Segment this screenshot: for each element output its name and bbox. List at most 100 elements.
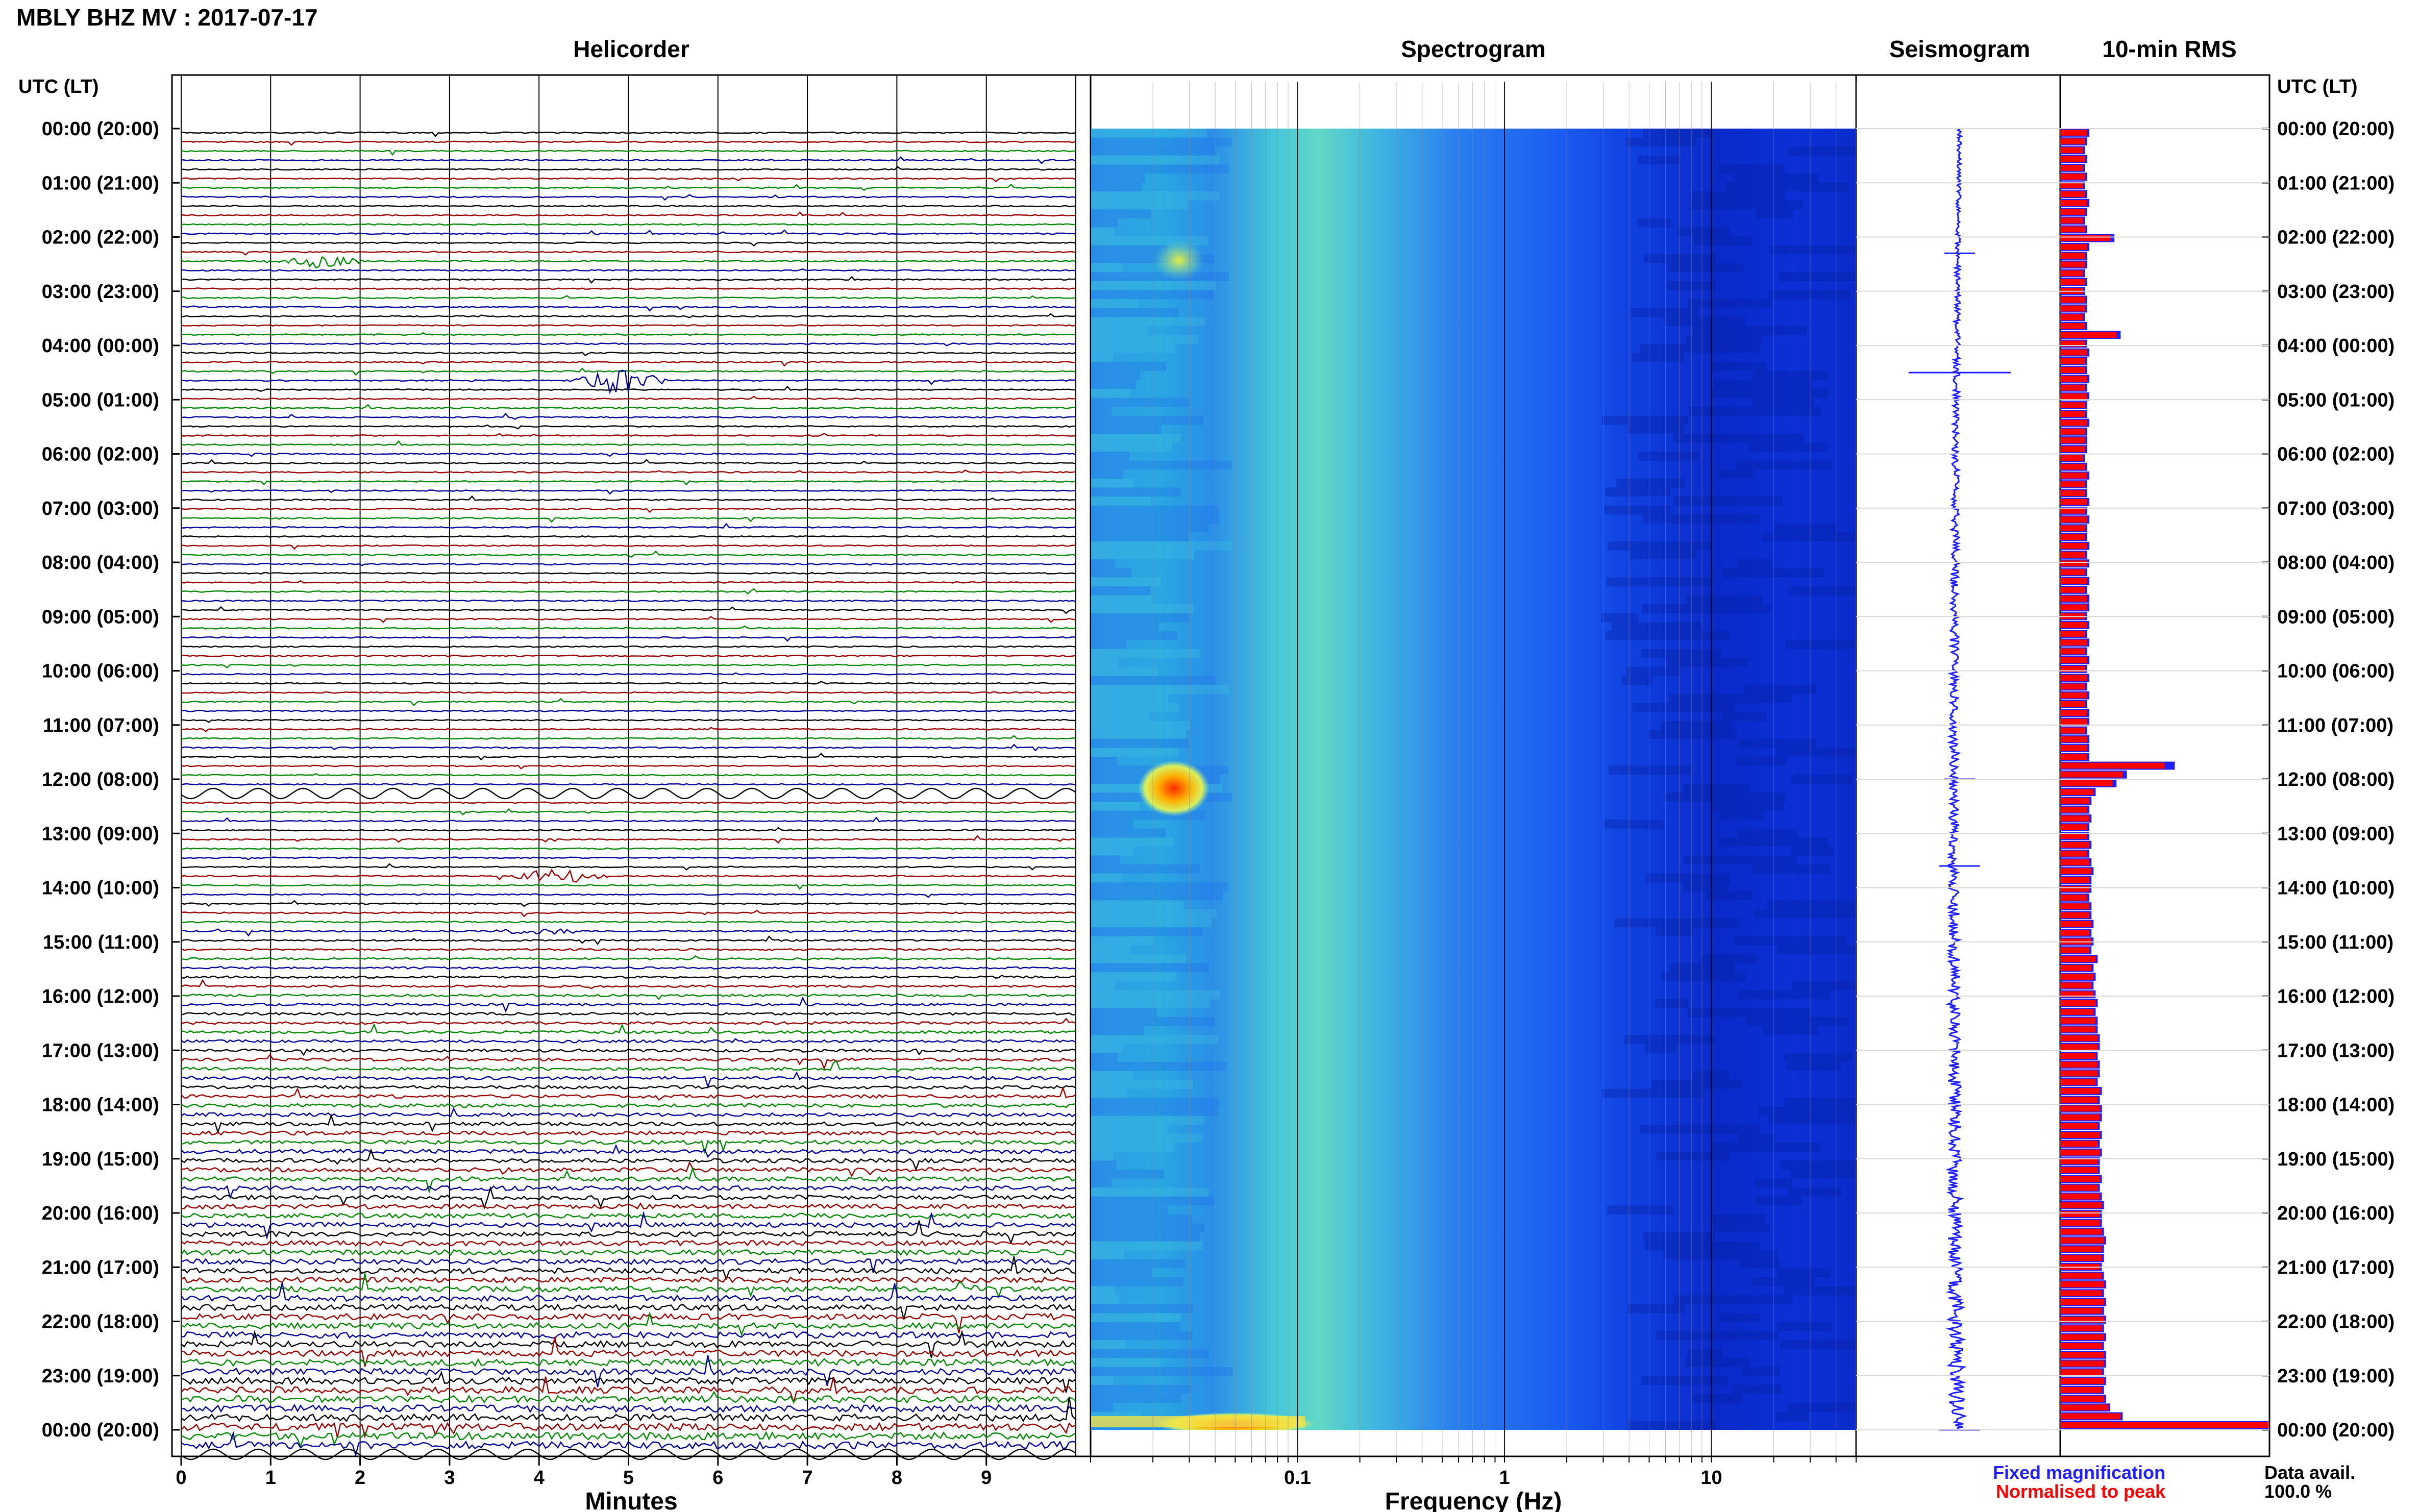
helicorder-trace — [181, 816, 1076, 823]
spectrogram-cell — [1091, 1008, 1157, 1018]
rms-bar-normalised — [2060, 1141, 2098, 1147]
time-tick-right: 09:00 (05:00) — [2277, 606, 2395, 628]
minute-tick-label: 2 — [355, 1467, 365, 1489]
helicorder-trace — [181, 654, 1076, 657]
spectrogram-cell — [1743, 685, 1817, 694]
time-tick-right: 00:00 (20:00) — [2277, 118, 2395, 140]
rms-bar-normalised — [2060, 446, 2085, 453]
frequency-tick-label: 1 — [1499, 1467, 1510, 1489]
spectrogram-cell — [1751, 1277, 1815, 1286]
spectrogram-cell — [1091, 1187, 1209, 1197]
spectrogram-cell — [1091, 1250, 1124, 1259]
spectrogram-cell — [1091, 263, 1123, 272]
rms-bar-normalised — [2060, 156, 2085, 162]
spectrogram-cell — [1656, 927, 1693, 936]
helicorder-trace — [181, 698, 1075, 706]
spectrogram-cell — [1777, 945, 1856, 954]
spectrogram-cell — [1657, 1331, 1779, 1341]
spectrogram-cell — [1091, 137, 1232, 147]
helicorder-trace — [181, 1431, 1076, 1448]
spectrogram-cell — [1780, 1340, 1856, 1349]
spectrogram-cell — [1688, 299, 1772, 308]
spectrogram-cell — [1091, 1358, 1161, 1367]
spectrogram-cell — [1091, 999, 1210, 1008]
rms-bar-normalised — [2060, 745, 2087, 751]
rms-bar-normalised — [2060, 1325, 2102, 1332]
helicorder-trace — [181, 1139, 1076, 1155]
spectrogram-cell — [1632, 703, 1736, 712]
spectrogram-cell — [1091, 927, 1203, 936]
helicorder-trace — [181, 1220, 1076, 1245]
helicorder-trace — [181, 681, 1076, 685]
spectrogram-cell — [1091, 1313, 1181, 1322]
minute-tick-label: 1 — [265, 1467, 276, 1489]
spectrogram-cell — [1711, 362, 1767, 371]
spectrogram-cell — [1091, 299, 1139, 308]
spectrogram-cell — [1091, 1106, 1218, 1116]
spectrogram-cell — [1091, 640, 1127, 649]
rms-bar-normalised — [2060, 1352, 2104, 1358]
rms-bar-normalised — [2060, 929, 2090, 936]
helicorder-trace — [181, 1358, 1076, 1367]
helicorder-trace — [181, 342, 1076, 346]
spectrogram-cell — [1668, 263, 1744, 272]
helicorder-trace — [181, 211, 1076, 217]
spectrogram-cell — [1091, 407, 1112, 416]
spectrogram-cell — [1640, 344, 1761, 353]
spectrogram-cell — [1689, 407, 1821, 416]
spectrogram-cell — [1643, 1232, 1712, 1242]
spectrogram-cell — [1091, 586, 1151, 596]
time-tick-right: 14:00 (10:00) — [2277, 878, 2395, 899]
helicorder-trace — [181, 1038, 1076, 1044]
helicorder-trace — [181, 965, 1076, 970]
rms-bar-normalised — [2060, 1026, 2096, 1033]
spectrogram-cell — [1739, 1259, 1780, 1269]
helicorder-trace — [181, 229, 1076, 236]
spectrogram-cell — [1625, 137, 1696, 147]
rms-bar-normalised — [2060, 1396, 2104, 1402]
helicorder-trace — [181, 580, 1076, 584]
frequency-axis-label: Frequency (Hz) — [1385, 1488, 1562, 1512]
rms-bar-normalised — [2060, 1334, 2104, 1341]
helicorder-trace — [181, 440, 1076, 446]
spectrogram-cell — [1091, 577, 1161, 586]
spectrogram-cell — [1790, 1170, 1856, 1179]
spectrogram-cell — [1091, 1277, 1183, 1286]
spectrogram-cell — [1091, 478, 1134, 488]
spectrogram-cell — [1776, 1322, 1832, 1331]
time-tick-left: 05:00 (01:00) — [42, 389, 159, 411]
minute-tick-label: 5 — [623, 1467, 634, 1489]
rms-bar-normalised — [2060, 367, 2085, 373]
helicorder-trace — [181, 955, 1076, 960]
time-tick-right: 10:00 (06:00) — [2277, 661, 2395, 682]
spectrogram-cell — [1777, 1268, 1831, 1278]
rms-bar-normalised — [2060, 718, 2087, 725]
spectrogram-cell — [1091, 1205, 1169, 1214]
helicorder-trace — [181, 150, 1076, 156]
helicorder-trace — [181, 1422, 1076, 1439]
spectrogram-cell — [1762, 532, 1856, 541]
spectrogram-cell — [1091, 425, 1162, 434]
rms-bar-normalised — [2060, 666, 2085, 672]
legend-fixed-magnification: Fixed magnification — [1993, 1462, 2165, 1483]
spectrogram-cell — [1091, 721, 1190, 730]
rms-bar-normalised — [2060, 1413, 2121, 1420]
time-tick-right: 01:00 (21:00) — [2277, 172, 2395, 194]
spectrogram-cell — [1091, 1403, 1113, 1412]
helicorder-trace — [181, 469, 1076, 474]
spectrogram-cell — [1791, 775, 1853, 784]
time-tick-left: 22:00 (18:00) — [42, 1311, 159, 1333]
time-tick-left: 14:00 (10:00) — [42, 878, 159, 899]
rms-bar-normalised — [2060, 1123, 2098, 1129]
spectrogram-cell — [1091, 1223, 1205, 1233]
helicorder-trace — [181, 305, 1076, 312]
spectrogram-cell — [1091, 182, 1142, 192]
helicorder-trace — [181, 928, 1076, 937]
spectrogram-cell — [1091, 918, 1212, 928]
spectrogram-cell — [1746, 1017, 1848, 1026]
helicorder-trace — [181, 572, 1076, 575]
spectrogram-cell — [1648, 730, 1737, 739]
helicorder-trace — [181, 395, 1076, 401]
rms-bar-normalised — [2060, 209, 2085, 215]
rms-bar-normalised — [2060, 824, 2087, 830]
